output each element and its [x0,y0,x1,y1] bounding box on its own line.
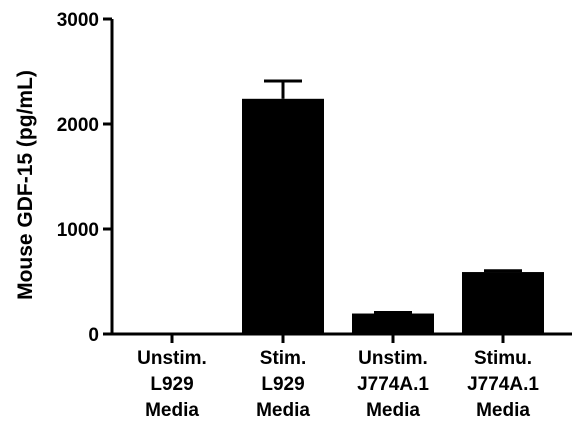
y-tick-label: 1000 [57,220,99,241]
y-axis: 0 1000 2000 3000 [57,10,114,346]
bar [462,272,544,334]
y-tick-label: 3000 [57,10,99,31]
x-tick-label: Stim. L929 Media [256,348,310,421]
error-bars [264,79,522,314]
x-tick-label: Unstim. L929 Media [137,348,207,421]
x-axis: Unstim. L929 Media Stim. L929 Media Unstim. J77… [110,332,572,421]
bar [242,98,324,334]
x-tick-label: Stimu. J774A.1 Media [467,348,539,421]
y-tick-label: 0 [88,325,99,346]
x-tick-label: Unstim. J774A.1 Media [357,348,429,421]
bar [352,313,434,334]
bars [242,98,544,334]
y-axis-label: Mouse GDF-15 (pg/mL) [14,70,37,300]
y-tick-label: 2000 [57,115,99,136]
